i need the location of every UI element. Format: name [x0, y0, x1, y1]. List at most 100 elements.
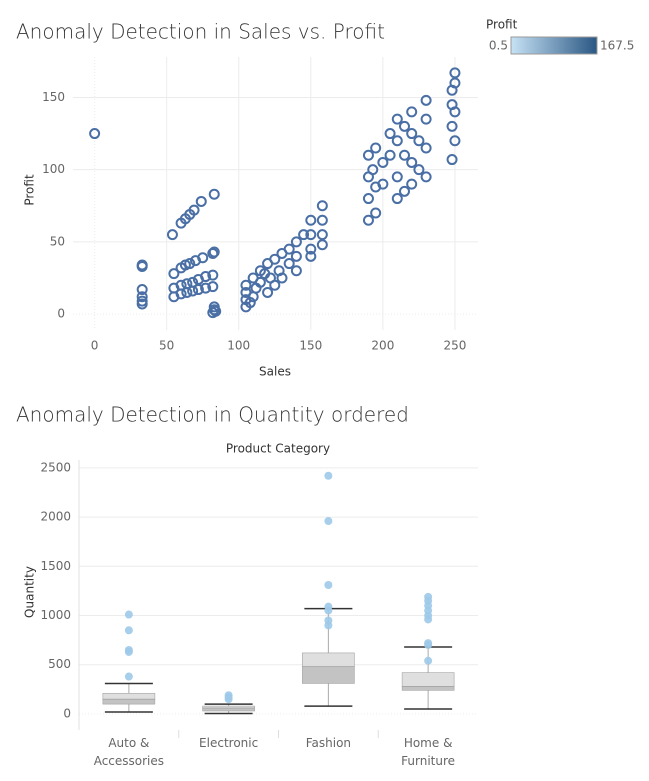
- point: [446, 120, 458, 132]
- point: [391, 193, 403, 205]
- y-tick-label: 50: [50, 234, 65, 248]
- point: [362, 193, 374, 205]
- box-lower: [401, 686, 455, 691]
- point: [200, 271, 212, 283]
- point: [290, 250, 302, 262]
- point: [136, 260, 148, 272]
- outlier: [424, 641, 433, 650]
- point: [367, 164, 379, 176]
- outlier: [224, 695, 233, 704]
- point: [240, 279, 252, 291]
- point: [298, 229, 310, 241]
- point: [207, 307, 219, 319]
- point: [136, 298, 148, 310]
- legend-max: 167.5: [600, 39, 634, 53]
- x-tick-label: 150: [299, 339, 322, 353]
- point: [305, 243, 317, 255]
- y-tick-label: 500: [48, 657, 71, 671]
- point: [370, 207, 382, 219]
- x-tick-label: 250: [443, 339, 466, 353]
- point: [377, 178, 389, 190]
- point: [197, 252, 209, 264]
- category-label: Electronic: [199, 736, 259, 750]
- point: [413, 135, 425, 147]
- y-tick-label: 150: [42, 90, 65, 104]
- point: [175, 288, 187, 300]
- y-tick-label: 1500: [40, 559, 71, 573]
- point: [406, 178, 418, 190]
- point: [244, 297, 256, 309]
- y-tick-label: 2500: [40, 460, 71, 474]
- outlier: [324, 471, 333, 480]
- point: [208, 188, 220, 200]
- point: [406, 156, 418, 168]
- point: [449, 135, 461, 147]
- point: [420, 94, 432, 106]
- box-upper: [102, 692, 156, 700]
- point: [136, 284, 148, 296]
- outlier: [324, 606, 333, 615]
- point: [195, 195, 207, 207]
- point: [449, 77, 461, 89]
- y-tick-label: 0: [57, 307, 65, 321]
- point: [192, 284, 204, 296]
- outlier: [124, 647, 133, 656]
- category-label: Home & Furniture: [401, 736, 456, 768]
- point: [398, 120, 410, 132]
- point: [305, 214, 317, 226]
- point: [207, 281, 219, 293]
- point: [283, 243, 295, 255]
- point: [200, 282, 212, 294]
- point: [420, 142, 432, 154]
- point: [398, 149, 410, 161]
- point: [449, 67, 461, 79]
- outlier: [324, 517, 333, 526]
- point: [446, 154, 458, 166]
- point: [391, 135, 403, 147]
- outlier: [124, 610, 133, 619]
- box-upper: [302, 652, 355, 668]
- point: [283, 258, 295, 270]
- point: [89, 128, 101, 140]
- point: [406, 128, 418, 140]
- point: [362, 214, 374, 226]
- point: [449, 106, 461, 118]
- point: [420, 113, 432, 125]
- point: [136, 291, 148, 303]
- point: [208, 246, 220, 258]
- point: [316, 200, 328, 212]
- point: [391, 171, 403, 183]
- outlier: [324, 621, 333, 630]
- y-tick-label: 0: [63, 706, 71, 720]
- box-lower: [102, 698, 156, 705]
- x-tick-label: 0: [91, 339, 99, 353]
- point: [269, 253, 281, 265]
- chart-title: Anomaly Detection in Sales vs. Profit: [16, 20, 385, 44]
- point: [269, 279, 281, 291]
- point: [377, 156, 389, 168]
- point: [316, 229, 328, 241]
- category-label: Fashion: [305, 736, 352, 750]
- point: [413, 164, 425, 176]
- point: [207, 269, 219, 281]
- outlier: [424, 656, 433, 665]
- y-axis-label: Profit: [23, 174, 37, 206]
- point: [362, 149, 374, 161]
- point: [290, 265, 302, 277]
- point: [384, 128, 396, 140]
- point: [188, 204, 200, 216]
- x-tick-label: 200: [371, 339, 394, 353]
- point: [316, 214, 328, 226]
- point: [290, 236, 302, 248]
- box-lower: [202, 707, 255, 712]
- point: [184, 258, 196, 270]
- legend-title: Profit: [486, 18, 518, 32]
- box-upper: [401, 672, 455, 687]
- point: [398, 185, 410, 197]
- point: [207, 247, 219, 259]
- point: [406, 106, 418, 118]
- x-tick-label: 100: [227, 339, 250, 353]
- y-tick-label: 1000: [40, 608, 71, 622]
